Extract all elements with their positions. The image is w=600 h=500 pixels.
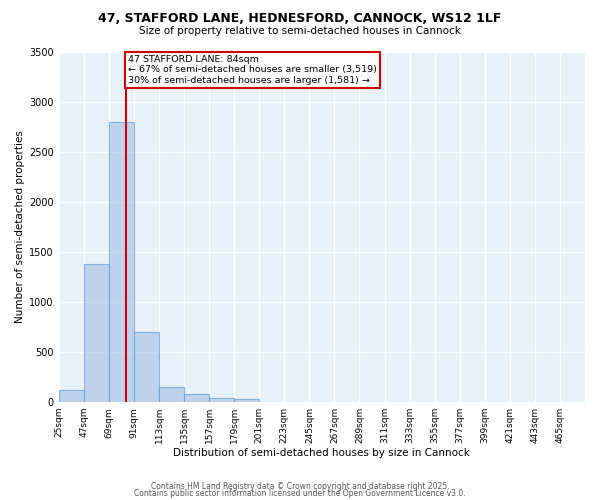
Bar <box>209 398 234 402</box>
Text: Contains HM Land Registry data © Crown copyright and database right 2025.: Contains HM Land Registry data © Crown c… <box>151 482 449 491</box>
Y-axis label: Number of semi-detached properties: Number of semi-detached properties <box>15 130 25 323</box>
Text: Contains public sector information licensed under the Open Government Licence v3: Contains public sector information licen… <box>134 490 466 498</box>
Bar <box>234 399 259 402</box>
Bar <box>59 390 84 402</box>
Text: 47 STAFFORD LANE: 84sqm
← 67% of semi-detached houses are smaller (3,519)
30% of: 47 STAFFORD LANE: 84sqm ← 67% of semi-de… <box>128 55 377 85</box>
Bar <box>84 264 109 402</box>
Bar <box>159 386 184 402</box>
Text: 47, STAFFORD LANE, HEDNESFORD, CANNOCK, WS12 1LF: 47, STAFFORD LANE, HEDNESFORD, CANNOCK, … <box>98 12 502 26</box>
Bar <box>184 394 209 402</box>
Bar <box>134 332 159 402</box>
Bar <box>109 122 134 402</box>
Text: Size of property relative to semi-detached houses in Cannock: Size of property relative to semi-detach… <box>139 26 461 36</box>
X-axis label: Distribution of semi-detached houses by size in Cannock: Distribution of semi-detached houses by … <box>173 448 470 458</box>
